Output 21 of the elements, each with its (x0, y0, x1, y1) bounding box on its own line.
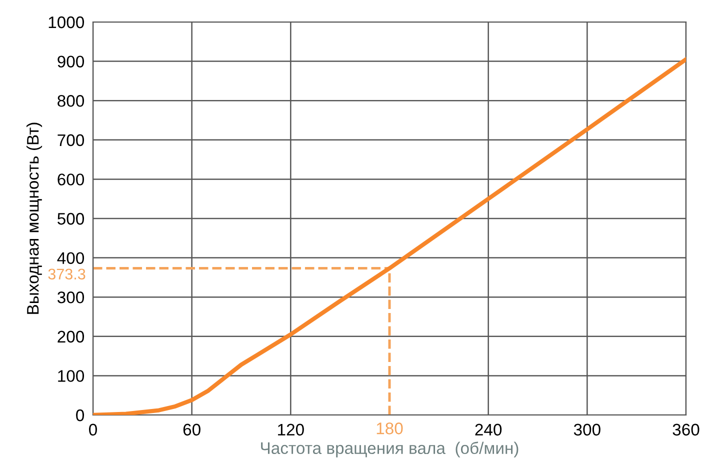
y-tick-label: 300 (57, 292, 84, 304)
ref-line-label: 373.3 (48, 268, 86, 280)
ref-line-label: 180 (376, 422, 403, 434)
y-tick-label: 700 (58, 134, 84, 146)
y-tick-label: 900 (58, 56, 84, 68)
x-tick-label: 120 (278, 424, 304, 436)
x-axis-title: Частота вращения вала (об/мин) (261, 442, 518, 458)
x-tick-label: 240 (475, 424, 502, 436)
y-axis-title: Выходная мощность (Вт) (26, 122, 42, 314)
y-tick-label: 200 (58, 330, 84, 343)
y-tick-label: 600 (58, 174, 84, 186)
y-tick-label: 400 (57, 252, 84, 264)
y-tick-label: 0 (76, 409, 84, 422)
x-tick-label: 360 (672, 424, 700, 436)
y-tick-label: 500 (58, 212, 84, 225)
y-tick-label: 800 (58, 95, 84, 107)
y-tick-label: 100 (58, 370, 84, 382)
y-tick-label: 1000 (48, 16, 84, 28)
x-tick-label: 60 (183, 424, 200, 436)
x-tick-label: 0 (89, 424, 97, 436)
x-tick-label: 300 (574, 424, 600, 436)
